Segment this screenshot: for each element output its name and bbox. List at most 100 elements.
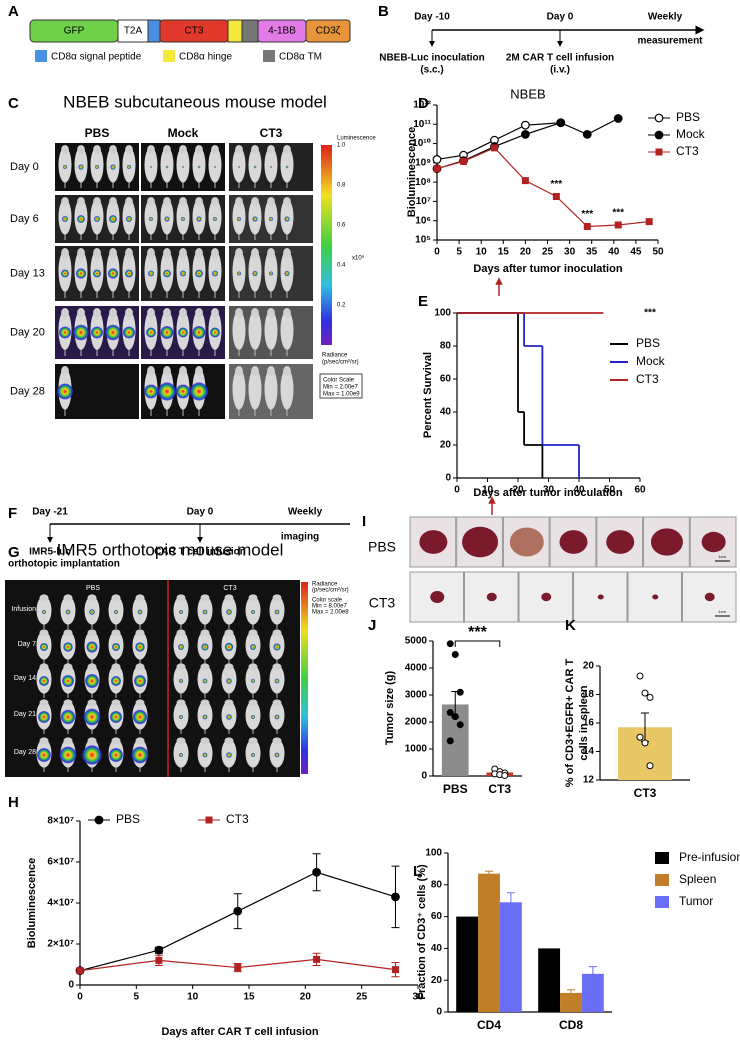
y-tick-label: 2×10⁷ (47, 939, 74, 950)
mouse-head (176, 594, 186, 602)
photo (549, 516, 597, 568)
timeline-label: Day -10 (414, 12, 450, 23)
signal (212, 270, 218, 277)
data-point (446, 709, 454, 717)
row-label: Day 0 (10, 161, 39, 173)
data-point (456, 688, 464, 696)
signal (179, 715, 183, 719)
row-label: Infusion (11, 606, 36, 613)
legend-label: Pre-infusion (679, 850, 740, 864)
point (582, 129, 592, 139)
tumor (419, 530, 448, 554)
signal (226, 714, 232, 720)
mouse-head (248, 737, 258, 745)
signal (150, 166, 152, 168)
mouse-head (111, 663, 121, 671)
legend-swatch (35, 50, 47, 62)
x-tick-label: 10 (482, 485, 494, 496)
timeline-b: Day -10 Day 0 Weekly measurement NBEB-Lu… (379, 12, 705, 76)
mouse (232, 310, 246, 350)
mouse-head (93, 145, 101, 154)
x-tick-label: 30 (564, 247, 576, 258)
signal (192, 326, 206, 339)
panel-title: NBEB subcutaneous mouse model (63, 92, 327, 111)
mouse-head (111, 629, 121, 637)
mouse-head (235, 197, 243, 206)
legend-label: CD8α TM (279, 52, 322, 63)
mouse-head (283, 308, 291, 318)
row-label: Day 28 (14, 749, 36, 756)
signal (202, 714, 208, 720)
y-tick-label: 10⁷ (416, 196, 431, 207)
colorbar-tick: 0.2 (337, 303, 346, 309)
y-tick-label: 20 (440, 440, 452, 451)
signal (226, 678, 232, 684)
x-tick-label: CD4 (477, 1018, 501, 1032)
signal (110, 711, 122, 723)
tumor (541, 592, 552, 602)
x-tick-label: 10 (476, 247, 488, 258)
point (154, 945, 164, 955)
bar (538, 948, 561, 1012)
error-bar (588, 966, 597, 982)
legend-marker (205, 816, 213, 824)
mouse-head (235, 145, 243, 154)
x-axis-label: Days after CAR T cell infusion (161, 1026, 318, 1038)
y-tick-label: 10¹⁰ (412, 138, 431, 149)
point (432, 155, 442, 164)
mouse-head (135, 663, 145, 671)
signal (137, 609, 143, 615)
point (552, 193, 560, 201)
timeline-label: Day -21 (32, 507, 68, 518)
scale-bar-label: 1cm (718, 554, 726, 559)
panel-letter: F (8, 505, 17, 522)
panel-letter: A (8, 3, 19, 20)
signal (126, 216, 132, 222)
signal (114, 610, 118, 614)
signal (182, 166, 184, 168)
x-tick-label: 45 (630, 247, 642, 258)
signal (202, 752, 208, 758)
mouse (176, 147, 190, 183)
y-axis-label: Bioluminescence (406, 127, 418, 217)
significance: *** (581, 209, 593, 220)
mouse (280, 147, 294, 183)
construct: GFP T2A CT3 4-1BB CD3ζ CD8α signal pepti… (29, 19, 351, 63)
y-tick-label: 40 (440, 407, 452, 418)
x-tick-label: 20 (300, 992, 312, 1003)
mouse-head (283, 145, 291, 154)
signal (270, 166, 272, 168)
error-bar (506, 892, 515, 913)
colorbar-tick: 1.0 (337, 143, 346, 149)
point (613, 114, 623, 123)
signal (157, 382, 177, 401)
mouse-head (39, 594, 49, 602)
data-point (646, 693, 654, 701)
color-scale: Max = 1.00e9 (323, 392, 360, 398)
radiance-label: Radiance (312, 582, 338, 588)
signal (269, 271, 273, 276)
signal (62, 216, 68, 222)
timeline-label: Day 0 (187, 507, 214, 518)
signal (274, 678, 280, 684)
colorbar-unit: x10⁹ (352, 255, 365, 262)
y-tick-label: 1000 (405, 744, 428, 755)
signal (224, 642, 234, 652)
mouse-head (125, 248, 133, 258)
mouse (248, 368, 262, 410)
y-tick-label: 10¹¹ (413, 119, 431, 130)
mouse-head (77, 248, 85, 258)
y-axis-label: Tumor size (g) (384, 670, 396, 745)
timeline-f: Day -21 Day 0 Weekly imaging IMR5-luc or… (8, 507, 350, 570)
mouse (208, 199, 222, 235)
y-axis-label: Percent Survival (422, 352, 434, 438)
mouse (264, 310, 278, 350)
imaging-c: NBEB subcutaneous mouse model Luminescen… (10, 92, 376, 419)
row-label: Day 13 (10, 267, 45, 279)
x-tick-label: 35 (586, 247, 598, 258)
mouse-head (211, 248, 219, 258)
signal (160, 326, 174, 339)
radiance-label: (p/sec/cm²/sr) (312, 588, 349, 594)
mouse-head (176, 699, 186, 707)
mouse-head (200, 737, 210, 745)
